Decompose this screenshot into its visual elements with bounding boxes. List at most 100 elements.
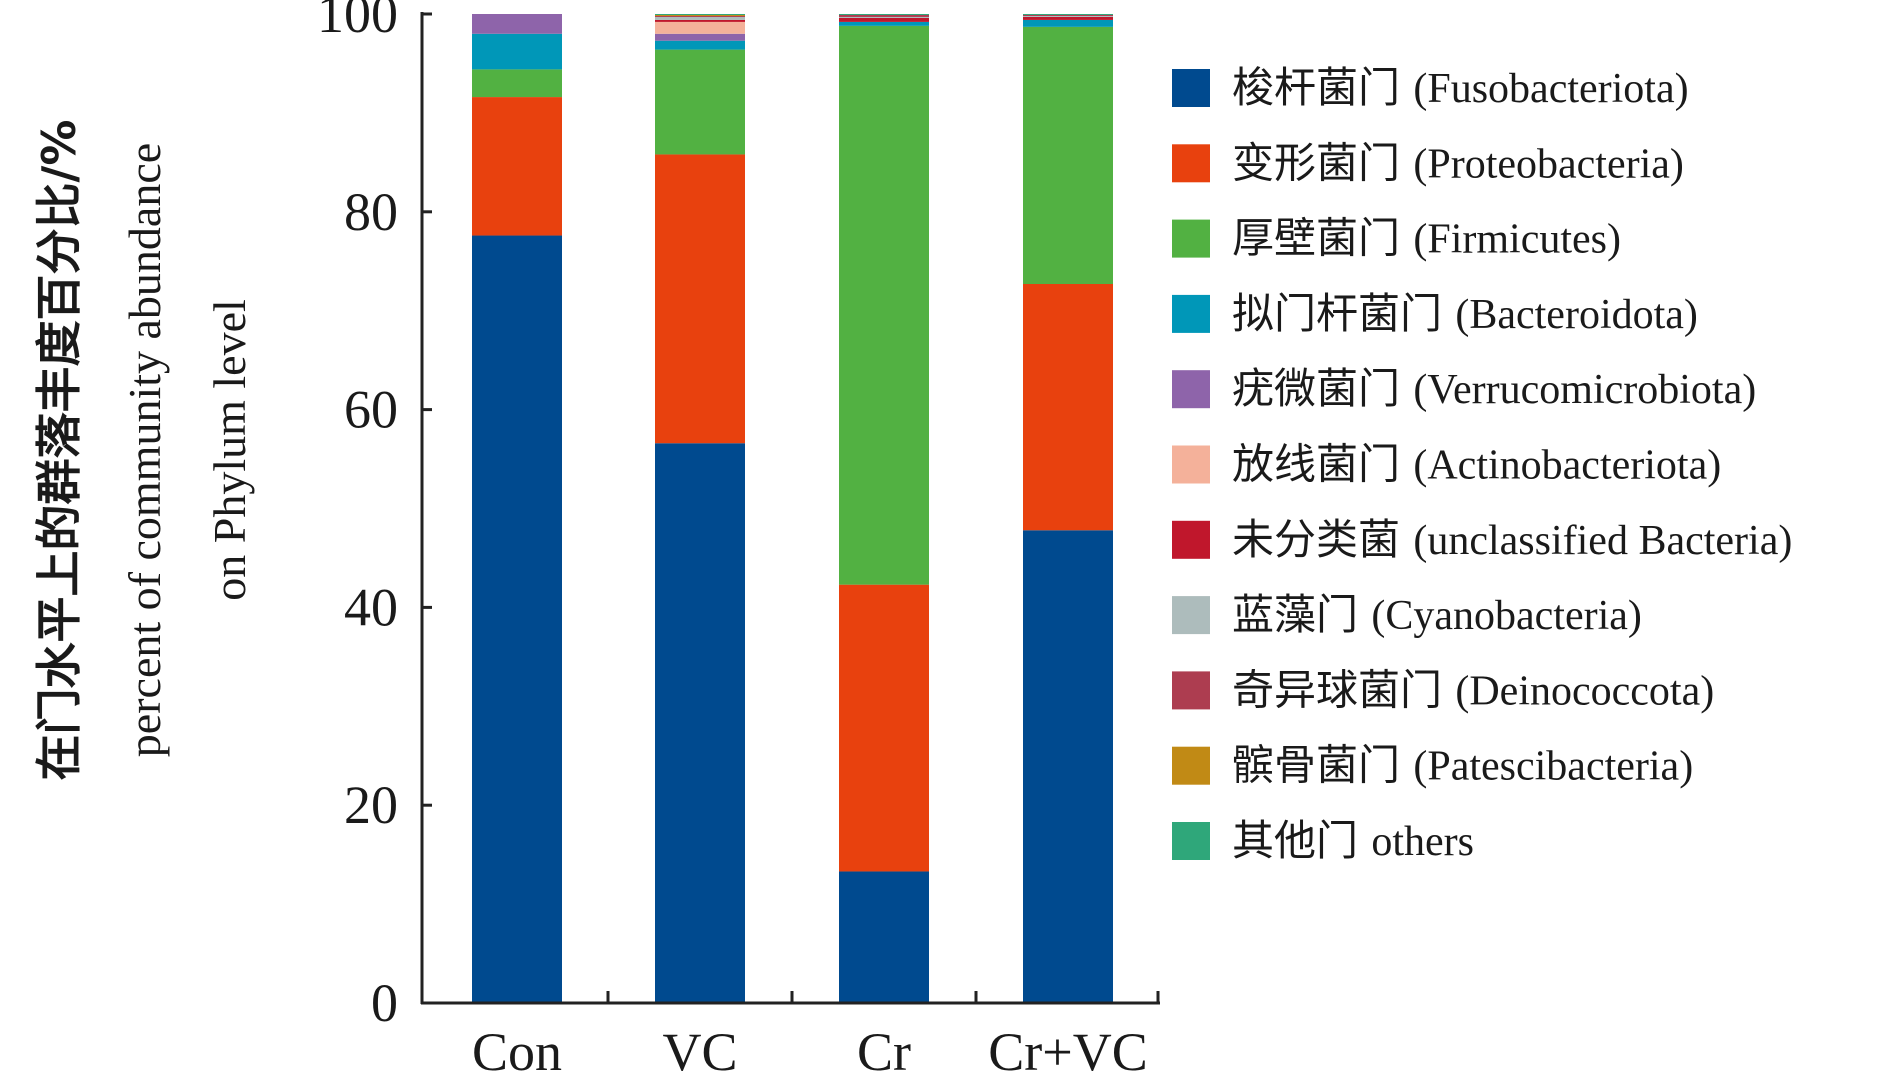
axes: 0 20 40 60 80 100 Con VC Cr Cr+VC <box>317 0 1160 1077</box>
bar-stack-Con <box>472 14 562 1003</box>
legend-label-en: (Proteobacteria) <box>1413 141 1684 187</box>
legend-label: 未分类菌 (unclassified Bacteria) <box>1232 515 1792 564</box>
x-tick-label: Cr <box>857 1022 911 1077</box>
y-axis-title: 在门水平上的群落丰度百分比/% percent of community abu… <box>32 120 255 781</box>
x-tick-label: Cr+VC <box>988 1022 1147 1077</box>
legend-swatch <box>1172 69 1210 107</box>
legend-label-en: (Fusobacteriota) <box>1413 66 1688 112</box>
y-tick-label: 100 <box>317 0 398 44</box>
legend-swatch <box>1172 822 1210 860</box>
legend-item: 未分类菌 (unclassified Bacteria) <box>1172 515 1792 564</box>
y-tick-label: 60 <box>344 380 398 440</box>
legend-label-cn: 变形菌门 <box>1232 138 1413 187</box>
legend-item: 放线菌门 (Actinobacteriota) <box>1172 440 1721 489</box>
bar-segment <box>1023 15 1113 17</box>
legend-label-cn: 蓝藻门 <box>1232 590 1371 639</box>
bar-stacks <box>472 14 1113 1003</box>
legend-item: 变形菌门 (Proteobacteria) <box>1172 138 1684 187</box>
legend-label-cn: 放线菌门 <box>1232 440 1413 489</box>
bar-segment <box>839 17 929 22</box>
bar-segment <box>472 97 562 236</box>
bar-segment <box>655 49 745 155</box>
legend-swatch <box>1172 671 1210 710</box>
x-tick-label: Con <box>472 1022 562 1077</box>
bar-segment <box>839 14 929 17</box>
legend-label: 髌骨菌门 (Patescibacteria) <box>1232 741 1693 790</box>
bar-segment <box>1023 283 1113 531</box>
legend-label-cn: 未分类菌 <box>1232 515 1413 564</box>
legend-label: 梭杆菌门 (Fusobacteriota) <box>1232 63 1689 112</box>
bar-segment <box>839 871 929 1003</box>
bar-segment <box>839 584 929 872</box>
legend-label-en: (Cyanobacteria) <box>1371 593 1642 639</box>
legend-label-en: (Deinococcota) <box>1455 668 1714 714</box>
legend-label-en: (Bacteroidota) <box>1455 292 1698 338</box>
bar-segment <box>655 19 745 22</box>
legend-swatch <box>1172 520 1210 559</box>
bar-segment <box>1023 14 1113 16</box>
x-tick-label: VC <box>662 1022 737 1077</box>
legend-label: 拟门杆菌门 (Bacteroidota) <box>1232 289 1698 338</box>
bar-stack-VC <box>655 14 745 1003</box>
bar-segment <box>472 33 562 70</box>
legend-label: 疣微菌门 (Verrucomicrobiota) <box>1232 364 1756 413</box>
legend-label-en: (Verrucomicrobiota) <box>1413 367 1756 413</box>
bar-segment <box>655 40 745 50</box>
legend-label-cn: 髌骨菌门 <box>1232 741 1413 790</box>
legend-label: 其他门 others <box>1232 816 1474 865</box>
bar-segment <box>655 15 745 17</box>
bar-segment <box>655 14 745 15</box>
legend-label-cn: 厚壁菌门 <box>1232 214 1413 263</box>
legend-swatch <box>1172 294 1210 333</box>
legend-label-en: (Actinobacteriota) <box>1413 443 1721 489</box>
legend: 梭杆菌门 (Fusobacteriota)变形菌门 (Proteobacteri… <box>1172 63 1792 865</box>
legend-label-cn: 奇异球菌门 <box>1232 665 1455 714</box>
legend-label: 放线菌门 (Actinobacteriota) <box>1232 440 1721 489</box>
bar-segment <box>839 14 929 15</box>
legend-item: 梭杆菌门 (Fusobacteriota) <box>1172 63 1689 112</box>
y-tick-label: 20 <box>344 775 398 835</box>
bar-segment <box>655 154 745 444</box>
legend-label: 奇异球菌门 (Deinococcota) <box>1232 665 1714 714</box>
bar-segment <box>655 16 745 20</box>
legend-swatch <box>1172 370 1210 409</box>
legend-swatch <box>1172 596 1210 635</box>
bar-segment <box>655 21 745 34</box>
bar-segment <box>1023 19 1113 27</box>
y-tick-label: 80 <box>344 182 398 242</box>
y-axis-title-en-line2: on Phylum level <box>204 299 255 601</box>
legend-label: 厚壁菌门 (Firmicutes) <box>1232 214 1621 263</box>
y-axis-title-cn: 在门水平上的群落丰度百分比/% <box>32 120 86 781</box>
legend-swatch <box>1172 746 1210 785</box>
legend-item: 疣微菌门 (Verrucomicrobiota) <box>1172 364 1756 413</box>
legend-label: 蓝藻门 (Cyanobacteria) <box>1232 590 1642 639</box>
legend-label-cn: 拟门杆菌门 <box>1232 289 1455 338</box>
legend-label-en: (unclassified Bacteria) <box>1413 518 1792 564</box>
bar-segment <box>1023 16 1113 20</box>
legend-label-en: (Firmicutes) <box>1413 217 1621 263</box>
bar-segment <box>472 14 562 34</box>
legend-item: 奇异球菌门 (Deinococcota) <box>1172 665 1714 714</box>
legend-label-cn: 梭杆菌门 <box>1232 63 1413 112</box>
bar-segment <box>655 443 745 1003</box>
legend-label: 变形菌门 (Proteobacteria) <box>1232 138 1684 187</box>
bar-segment <box>655 33 745 41</box>
bar-segment <box>655 14 745 16</box>
bar-stack-Cr+VC <box>1023 14 1113 1003</box>
legend-label-cn: 疣微菌门 <box>1232 364 1413 413</box>
y-axis-title-en-line1: percent of community abundance <box>119 143 170 757</box>
legend-item: 其他门 others <box>1172 816 1474 865</box>
legend-label-en: (Patescibacteria) <box>1413 744 1693 790</box>
bar-segment <box>1023 14 1113 15</box>
bar-segment <box>839 21 929 26</box>
legend-label-cn: 其他门 <box>1232 816 1371 865</box>
bar-segment <box>1023 530 1113 1003</box>
legend-swatch <box>1172 219 1210 258</box>
legend-item: 髌骨菌门 (Patescibacteria) <box>1172 741 1693 790</box>
bar-segment <box>839 25 929 585</box>
bar-segment <box>839 16 929 18</box>
y-tick-label: 0 <box>371 973 398 1033</box>
legend-swatch <box>1172 445 1210 484</box>
legend-item: 蓝藻门 (Cyanobacteria) <box>1172 590 1642 639</box>
